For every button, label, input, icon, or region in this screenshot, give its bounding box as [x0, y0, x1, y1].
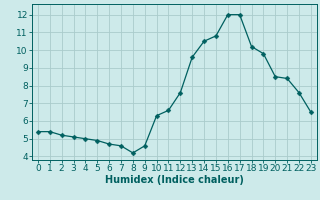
X-axis label: Humidex (Indice chaleur): Humidex (Indice chaleur) [105, 175, 244, 185]
